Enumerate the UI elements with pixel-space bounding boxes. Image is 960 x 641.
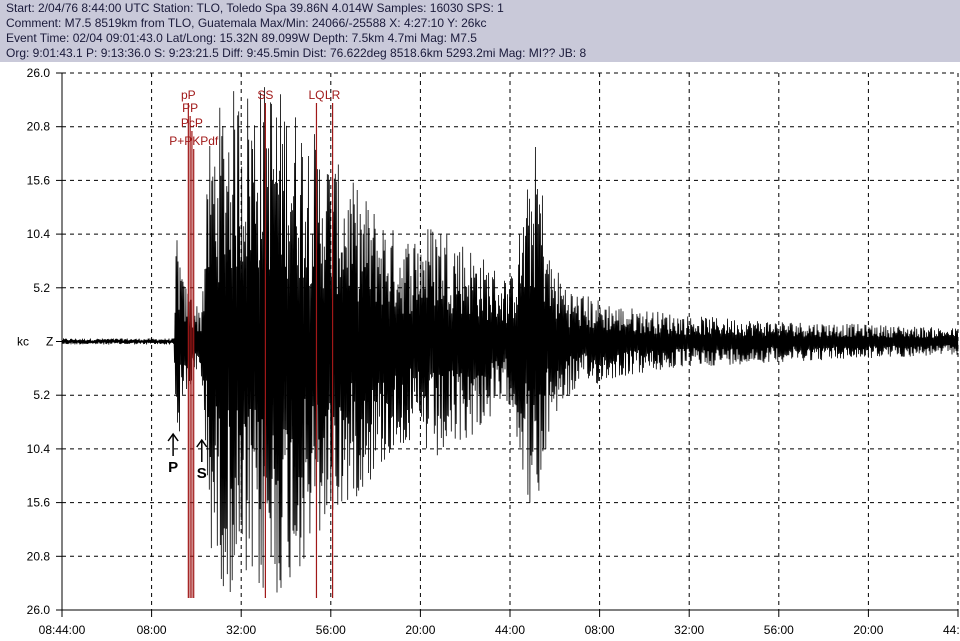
x-tick-label: 20:00 (853, 623, 883, 637)
header-line-origin: Org: 9:01:43.1 P: 9:13:36.0 S: 9:23:21.5… (6, 46, 587, 60)
y-tick-label: 15.6 (27, 496, 51, 510)
header-line-event: Event Time: 02/04 09:01:43.0 Lat/Long: 1… (6, 31, 477, 45)
y-unit-label: kc (17, 335, 29, 349)
info-header: Start: 2/04/76 8:44:00 UTC Station: TLO,… (0, 0, 960, 62)
phase-label: LQ (308, 88, 324, 102)
phase-label: PcP (181, 116, 203, 130)
x-tick-label: 20:00 (405, 623, 435, 637)
y-tick-label: 20.8 (27, 549, 51, 563)
pick-arrow-head (196, 438, 208, 448)
x-tick-label: 44:00 (495, 623, 525, 637)
x-tick-label: 32:00 (226, 623, 256, 637)
trace-path (61, 87, 959, 593)
y-tick-label: 10.4 (27, 442, 51, 456)
pick-arrow-head (167, 432, 179, 442)
x-tick-label: 32:00 (674, 623, 704, 637)
x-tick-label: 08:44:00 (39, 623, 86, 637)
y-tick-label: 26.0 (27, 603, 51, 617)
phase-label: P+PKPdf (169, 134, 219, 148)
y-tick-label: 10.4 (27, 227, 51, 241)
seismic-trace (61, 87, 959, 593)
phase-label: PP (182, 101, 198, 115)
pick-label: P (168, 459, 178, 476)
phase-label: SS (257, 88, 273, 102)
header-line-comment: Comment: M7.5 8519km from TLO, Guatemala… (6, 16, 487, 30)
y-axis: 26.0 20.8 15.6 10.4 5.2 5.2 10.4 15.6 20.8 26.0 kc… (17, 66, 63, 617)
channel-label: Z (46, 335, 53, 349)
x-tick-label: 08:00 (137, 623, 167, 637)
y-tick-label: 20.8 (27, 120, 51, 134)
x-tick-label: 44:00 (943, 623, 960, 637)
y-tick-label: 15.6 (27, 173, 51, 187)
phase-label: pP (181, 88, 196, 102)
x-tick-label: 56:00 (316, 623, 346, 637)
y-tick-label: 26.0 (27, 66, 51, 80)
x-tick-label: 08:00 (585, 623, 615, 637)
y-tick-label: 5.2 (33, 281, 50, 295)
pick-label: S (197, 465, 207, 482)
phase-label: LR (325, 88, 341, 102)
x-axis: 08:44:00 08:00 32:00 56:00 20:00 44:00 08:00 32… (39, 609, 960, 637)
y-tick-label: 5.2 (33, 388, 50, 402)
x-tick-label: 56:00 (764, 623, 794, 637)
header-line-start: Start: 2/04/76 8:44:00 UTC Station: TLO,… (6, 1, 504, 15)
